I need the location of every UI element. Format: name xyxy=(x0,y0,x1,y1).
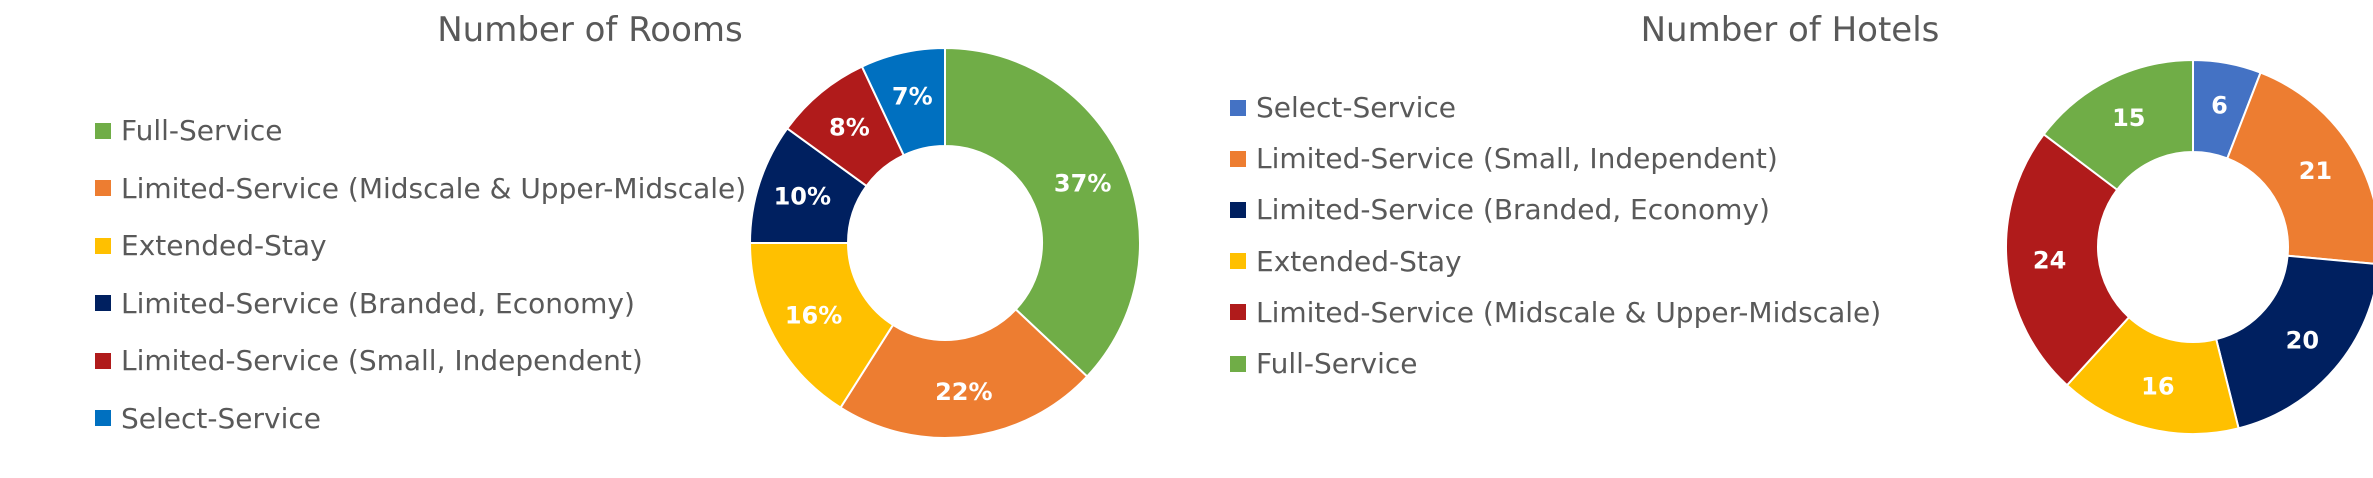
hotels-slice-data-label: 6 xyxy=(2211,91,2228,119)
hotels-legend-item-select-service: Select-Service xyxy=(1230,82,1881,133)
hotels-slice-limited-service-midscale-upper-midscale xyxy=(2005,132,2131,387)
rooms-slice-limited-service-midscale-upper-midscale xyxy=(839,307,1089,439)
hotels-legend-item-limited-service-branded-economy: Limited-Service (Branded, Economy) xyxy=(1230,184,1881,235)
hotels-legend-swatch xyxy=(1230,304,1246,321)
rooms-slice-data-label: 8% xyxy=(829,113,870,141)
rooms-legend-item-select-service: Select-Service xyxy=(95,390,746,448)
rooms-slice-data-label: 37% xyxy=(1054,169,1111,197)
rooms-chart-panel: Number of Rooms Full-Service Limited-Serv… xyxy=(95,10,1141,447)
rooms-slice-select-service xyxy=(860,46,946,157)
hotels-legend-item-limited-service-midscale-upper-midscale: Limited-Service (Midscale & Upper-Midsca… xyxy=(1230,287,1881,338)
hotels-legend-item-extended-stay: Extended-Stay xyxy=(1230,236,1881,287)
hotels-slice-data-label: 16 xyxy=(2141,373,2174,401)
hotels-slice-data-label: 24 xyxy=(2033,246,2066,274)
rooms-legend-swatch xyxy=(95,237,111,254)
hotels-slice-full-service xyxy=(2042,58,2194,192)
rooms-legend-item-limited-service-small-independent: Limited-Service (Small, Independent) xyxy=(95,332,746,390)
rooms-slice-data-label: 22% xyxy=(935,378,992,406)
hotels-legend-label: Limited-Service (Branded, Economy) xyxy=(1256,193,1770,227)
hotels-legend-swatch xyxy=(1230,99,1246,116)
hotels-legend-swatch xyxy=(1230,150,1246,167)
rooms-chart-title: Number of Rooms xyxy=(437,10,743,50)
hotels-slice-extended-stay xyxy=(2065,315,2240,435)
rooms-slice-full-service xyxy=(944,46,1141,378)
rooms-donut-chart: 37% 22% 16% 10% 8% 7% xyxy=(748,46,1141,439)
hotels-slice-data-label: 15 xyxy=(2112,104,2145,132)
hotels-donut-chart: 6 21 20 16 24 15 xyxy=(2005,58,2373,435)
rooms-legend-item-limited-service-midscale-upper-midscale: Limited-Service (Midscale & Upper-Midsca… xyxy=(95,160,746,218)
rooms-legend-item-limited-service-branded-economy: Limited-Service (Branded, Economy) xyxy=(95,275,746,333)
rooms-legend-label: Limited-Service (Branded, Economy) xyxy=(121,286,635,320)
hotels-legend-item-limited-service-small-independent: Limited-Service (Small, Independent) xyxy=(1230,133,1881,184)
hotels-legend-label: Full-Service xyxy=(1256,347,1418,381)
rooms-legend-label: Limited-Service (Midscale & Upper-Midsca… xyxy=(121,171,747,205)
rooms-legend-swatch xyxy=(95,180,111,197)
rooms-legend-swatch xyxy=(95,352,111,369)
rooms-legend-swatch xyxy=(95,295,111,312)
rooms-legend-label: Extended-Stay xyxy=(121,229,327,263)
rooms-legend-swatch xyxy=(95,122,111,139)
hotels-slice-limited-service-small-independent xyxy=(2226,71,2373,265)
rooms-slice-data-label: 7% xyxy=(892,83,933,111)
hotels-slice-data-label: 21 xyxy=(2299,157,2332,185)
hotels-chart-title: Number of Hotels xyxy=(1640,10,1940,50)
hotels-legend-label: Select-Service xyxy=(1256,91,1456,125)
rooms-slice-data-label: 10% xyxy=(774,183,831,211)
rooms-legend-swatch xyxy=(95,410,111,427)
hotels-legend-label: Limited-Service (Midscale & Upper-Midsca… xyxy=(1256,295,1882,329)
hotels-legend-item-full-service: Full-Service xyxy=(1230,338,1881,389)
hotels-chart-panel: Number of Hotels Select-Service Limited-S… xyxy=(1190,0,2373,478)
hotels-legend-label: Extended-Stay xyxy=(1256,244,1462,278)
rooms-legend-item-full-service: Full-Service xyxy=(95,102,746,160)
hotels-legend-label: Limited-Service (Small, Independent) xyxy=(1256,142,1778,176)
hotels-chart-legend: Select-Service Limited-Service (Small, In… xyxy=(1230,82,1881,389)
rooms-legend-label: Limited-Service (Small, Independent) xyxy=(121,344,643,378)
hotels-legend-swatch xyxy=(1230,355,1246,372)
rooms-chart-legend: Full-Service Limited-Service (Midscale & … xyxy=(95,102,746,447)
rooms-slice-data-label: 16% xyxy=(785,301,842,329)
rooms-slice-extended-stay xyxy=(748,242,895,410)
rooms-legend-label: Select-Service xyxy=(121,401,321,435)
rooms-legend-label: Full-Service xyxy=(121,114,283,148)
hotels-slice-limited-service-branded-economy xyxy=(2214,254,2373,430)
rooms-legend-item-extended-stay: Extended-Stay xyxy=(95,217,746,275)
hotels-slice-data-label: 20 xyxy=(2286,327,2319,355)
hotels-legend-swatch xyxy=(1230,201,1246,218)
hotels-legend-swatch xyxy=(1230,253,1246,270)
